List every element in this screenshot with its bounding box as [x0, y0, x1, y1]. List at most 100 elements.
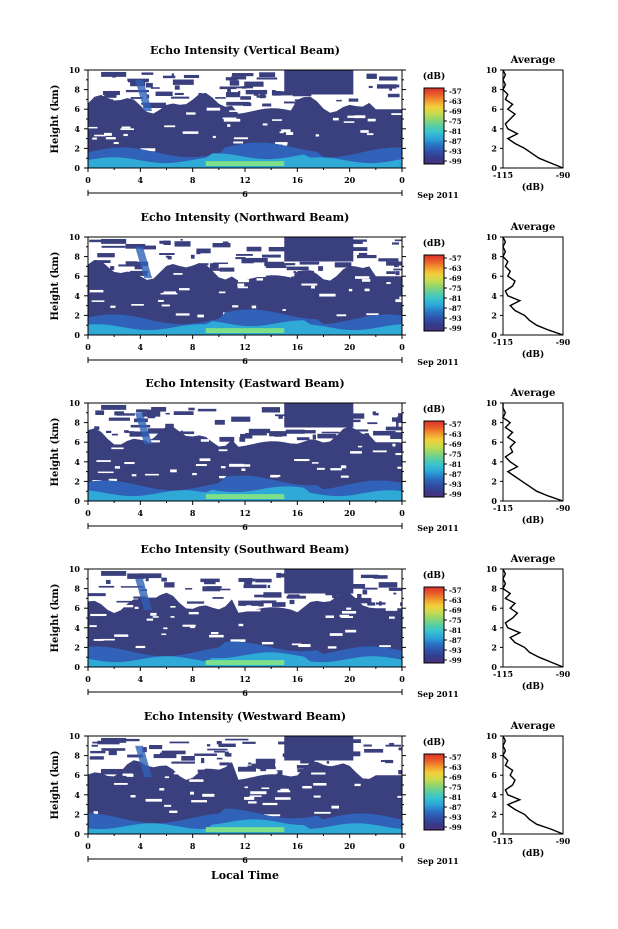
echo-gap	[220, 466, 226, 469]
echo-cell	[389, 84, 400, 88]
echo-cloud-block	[284, 569, 354, 594]
echo-gap	[90, 613, 107, 617]
echo-cell	[394, 265, 399, 268]
echo-cell	[143, 102, 166, 109]
echo-cell	[368, 85, 373, 89]
echo-cell	[125, 261, 138, 267]
echo-cell	[245, 432, 267, 436]
colorbar-tick-label: -87	[449, 803, 462, 812]
average-title: Average	[510, 721, 556, 732]
x-tick-label: 4	[138, 175, 144, 185]
echo-cell	[173, 411, 194, 415]
echo-cell	[91, 744, 98, 747]
colorbar-tick-label: -81	[449, 793, 462, 802]
panel-title: Echo Intensity (Northward Beam)	[141, 211, 350, 224]
colorbar-tick-label: -87	[449, 137, 462, 146]
echo-gap	[311, 772, 326, 775]
echo-gap	[340, 475, 349, 478]
echo-cell	[148, 428, 171, 434]
echo-cell	[286, 595, 306, 599]
colorbar-tick-label: -75	[449, 783, 462, 792]
echo-cell	[197, 769, 222, 773]
echo-cell	[292, 430, 316, 434]
echo-cell	[162, 75, 176, 79]
echo-gap	[108, 478, 117, 482]
echo-cell	[212, 597, 224, 599]
y-tick-label: 2	[74, 143, 80, 153]
echo-gap	[94, 134, 106, 137]
echo-cell	[219, 588, 231, 591]
echo-gap	[345, 629, 357, 633]
echo-gap	[346, 607, 352, 610]
echo-gap	[190, 791, 194, 795]
echo-gap	[397, 795, 402, 798]
x-tick-label: 0	[85, 175, 91, 185]
average-x-label: (dB)	[522, 515, 544, 526]
colorbar-tick-label: -57	[449, 420, 462, 429]
y-tick-label: 2	[74, 310, 80, 320]
echo-gap	[339, 614, 350, 617]
echo-gap	[238, 623, 244, 627]
echo-cell	[400, 602, 402, 606]
x-tick-label: 8	[190, 508, 196, 518]
y-tick-label: 8	[74, 584, 80, 594]
colorbar-tick-label: -87	[449, 636, 462, 645]
echo-cell	[108, 750, 117, 756]
average-x-tick-label: -90	[556, 669, 571, 679]
average-y-tick-label: 8	[491, 85, 497, 95]
echo-cell	[378, 582, 398, 588]
average-y-tick-label: 4	[491, 457, 497, 467]
y-tick-label: 6	[74, 603, 80, 613]
echo-cell	[336, 99, 342, 102]
echo-cell	[401, 596, 402, 600]
echo-gap	[395, 453, 402, 456]
echo-cell	[108, 417, 131, 421]
echo-cell	[300, 758, 315, 764]
echo-cell	[294, 101, 308, 105]
echo-cell	[98, 585, 115, 588]
panel-title: Echo Intensity (Southward Beam)	[141, 543, 350, 556]
echo-cell	[393, 592, 397, 595]
echo-gap	[159, 788, 165, 791]
echo-cell	[110, 266, 115, 270]
x-tick-label: 16	[292, 175, 304, 185]
echo-gap	[389, 616, 395, 619]
echo-cell	[395, 420, 402, 423]
echo-cell	[238, 578, 249, 582]
echo-cell	[150, 87, 160, 89]
echo-cell	[245, 89, 268, 95]
echo-gap	[195, 464, 207, 467]
echo-cell	[299, 261, 320, 265]
echo-gap	[372, 450, 387, 453]
echo-gap	[202, 793, 215, 797]
echo-cell	[244, 81, 264, 87]
echo-gap	[262, 802, 278, 806]
echo-cell	[262, 254, 281, 258]
echo-cell	[170, 96, 190, 99]
colorbar-tick-label: -69	[449, 107, 462, 116]
echo-gap	[89, 289, 104, 293]
date-label: Sep 2011	[417, 856, 459, 866]
y-tick-label: 0	[74, 496, 80, 506]
colorbar-tick-label: -93	[449, 147, 462, 156]
y-axis-label: Height (km)	[50, 85, 61, 154]
echo-cell	[397, 416, 402, 421]
echo-gap	[296, 459, 308, 462]
heatmap-field	[88, 70, 402, 168]
average-y-tick-label: 6	[491, 437, 497, 447]
average-x-tick-label: -115	[493, 669, 513, 679]
echo-gap	[110, 305, 116, 308]
echo-gap	[111, 447, 124, 450]
echo-cell	[273, 91, 282, 96]
echo-cell	[127, 573, 145, 579]
colorbar-tick-label: -57	[449, 87, 462, 96]
echo-gap	[206, 107, 221, 111]
echo-cell	[294, 99, 312, 102]
echo-cell	[95, 260, 111, 264]
colorbar-tick-label: -93	[449, 646, 462, 655]
average-profile-line	[502, 568, 564, 668]
echo-cell	[92, 741, 106, 744]
x-tick-label: 8	[190, 674, 196, 684]
echo-gap	[219, 475, 226, 479]
echo-cell	[231, 86, 254, 89]
